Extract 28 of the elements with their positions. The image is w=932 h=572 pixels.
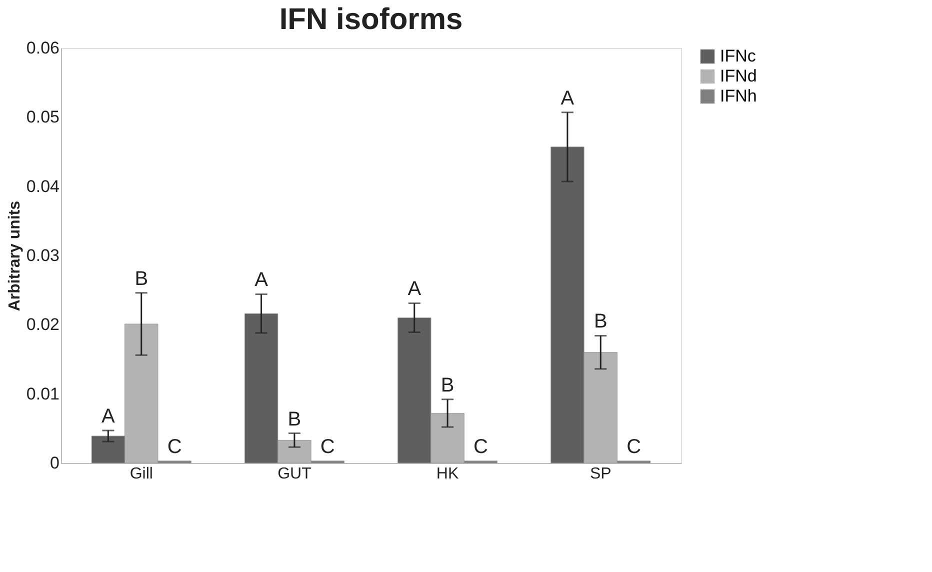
legend-label: IFNc [720, 46, 756, 66]
data-label: A [560, 87, 575, 110]
y-tick-label: 0.02 [26, 315, 60, 334]
y-tick-label: 0.01 [26, 384, 60, 404]
x-tick-label: HK [436, 466, 459, 482]
data-label: B [594, 310, 608, 333]
data-label: B [440, 374, 454, 396]
y-axis-title: Arbitrary units [6, 200, 24, 312]
y-tick-label: 0.05 [26, 108, 60, 127]
data-label: B [288, 408, 302, 430]
y-tick-label: 0.04 [26, 176, 60, 196]
chart-title: IFN isoforms [279, 3, 463, 36]
data-label: C [626, 436, 642, 458]
data-label: C [167, 436, 182, 458]
x-tick-label: Gill [130, 466, 153, 482]
data-label: C [473, 436, 488, 458]
x-tick-label: SP [590, 466, 612, 482]
data-label: C [320, 436, 335, 458]
legend-label: IFNh [720, 86, 757, 106]
y-tick-label: 0.06 [26, 38, 60, 58]
data-label: A [254, 269, 269, 292]
data-label: A [408, 278, 422, 300]
x-tick-label: GUT [278, 466, 312, 482]
data-label: B [134, 268, 148, 290]
y-tick-label: 0.03 [26, 246, 60, 265]
data-label: A [102, 405, 116, 428]
legend-label: IFNd [720, 66, 757, 86]
y-tick-label: 0 [50, 454, 60, 472]
